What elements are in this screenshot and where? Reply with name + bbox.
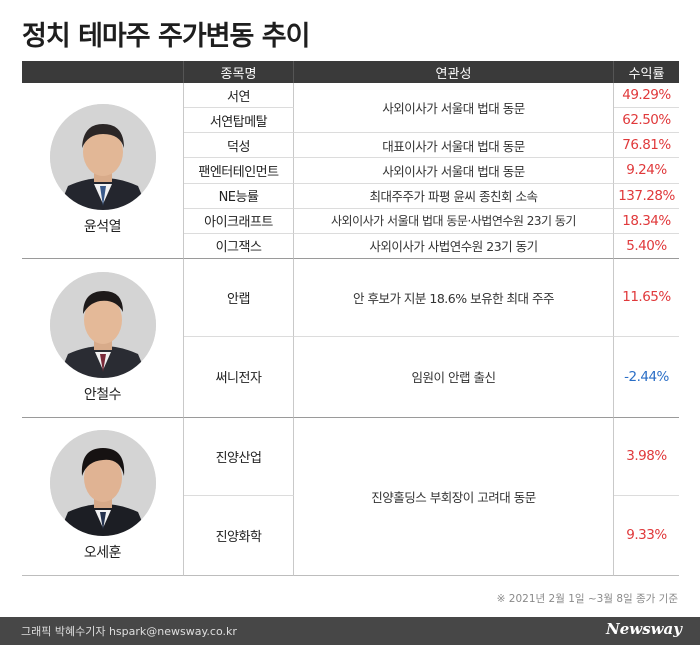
return-value: 137.28% bbox=[614, 184, 679, 209]
relation-text: 진양홀딩스 부회장이 고려대 동문 bbox=[294, 417, 614, 576]
return-value: 76.81% bbox=[614, 133, 679, 159]
relation-text: 사외이사가 서울대 법대 동문 bbox=[294, 158, 614, 184]
header-return: 수익률 bbox=[614, 61, 679, 83]
return-value: 11.65% bbox=[614, 259, 679, 337]
stock-name: 서연탑메탈 bbox=[184, 108, 294, 134]
relation-text: 안 후보가 지분 18.6% 보유한 최대 주주 bbox=[294, 258, 614, 337]
relation-text: 사외이사가 서울대 법대 동문·사법연수원 23기 동기 bbox=[294, 208, 614, 234]
stock-name: 진양화학 bbox=[184, 495, 294, 576]
return-value: 5.40% bbox=[614, 234, 679, 259]
person-name: 오세훈 bbox=[83, 545, 122, 562]
return-value: 62.50% bbox=[614, 108, 679, 134]
person-cell-oh: 오세훈 bbox=[22, 417, 184, 576]
stock-name: NE능률 bbox=[184, 183, 294, 209]
header-relation: 연관성 bbox=[294, 61, 614, 83]
return-value: 49.29% bbox=[614, 83, 679, 109]
footer-bar: 그래픽 박혜수기자 hspark@newsway.co.kr Newsway bbox=[0, 617, 700, 645]
header-blank bbox=[22, 61, 184, 83]
return-value: 9.24% bbox=[614, 158, 679, 184]
stock-name: 아이크래프트 bbox=[184, 208, 294, 234]
portrait-oh bbox=[49, 430, 156, 537]
return-value: -2.44% bbox=[614, 337, 679, 418]
stock-name: 서연 bbox=[184, 83, 294, 109]
stock-name: 팬엔터테인먼트 bbox=[184, 158, 294, 184]
relation-text: 임원이 안랩 출신 bbox=[294, 336, 614, 418]
relation-text: 대표이사가 서울대 법대 동문 bbox=[294, 133, 614, 159]
brand-logo: Newsway bbox=[606, 620, 682, 638]
page-title: 정치 테마주 주가변동 추이 bbox=[22, 21, 310, 52]
return-value: 3.98% bbox=[614, 418, 679, 496]
portrait-yoon bbox=[49, 104, 156, 211]
date-basis-note: ※ 2021년 2월 1일 ~3월 8일 종가 기준 bbox=[496, 593, 678, 605]
stock-table: 종목명 연관성 수익률 윤석열 서연 사외이사가 서울대 법대 동문 49.29… bbox=[22, 61, 679, 579]
person-name: 안철수 bbox=[83, 386, 122, 403]
stock-name: 써니전자 bbox=[184, 336, 294, 418]
header-stock-name: 종목명 bbox=[184, 61, 294, 83]
stock-name: 진양산업 bbox=[184, 417, 294, 496]
relation-text: 사외이사가 사법연수원 23기 동기 bbox=[294, 233, 614, 259]
relation-text: 사외이사가 서울대 법대 동문 bbox=[294, 83, 614, 134]
person-cell-yoon: 윤석열 bbox=[22, 83, 184, 259]
graphic-credit: 그래픽 박혜수기자 hspark@newsway.co.kr bbox=[21, 625, 237, 638]
return-value: 18.34% bbox=[614, 209, 679, 234]
portrait-ahn bbox=[49, 271, 156, 378]
relation-text: 최대주주가 파평 윤씨 종친회 소속 bbox=[294, 183, 614, 209]
stock-name: 이그잭스 bbox=[184, 233, 294, 259]
return-value: 9.33% bbox=[614, 496, 679, 576]
person-name: 윤석열 bbox=[83, 219, 122, 236]
stock-name: 덕성 bbox=[184, 133, 294, 159]
stock-name: 안랩 bbox=[184, 258, 294, 337]
person-cell-ahn: 안철수 bbox=[22, 258, 184, 418]
